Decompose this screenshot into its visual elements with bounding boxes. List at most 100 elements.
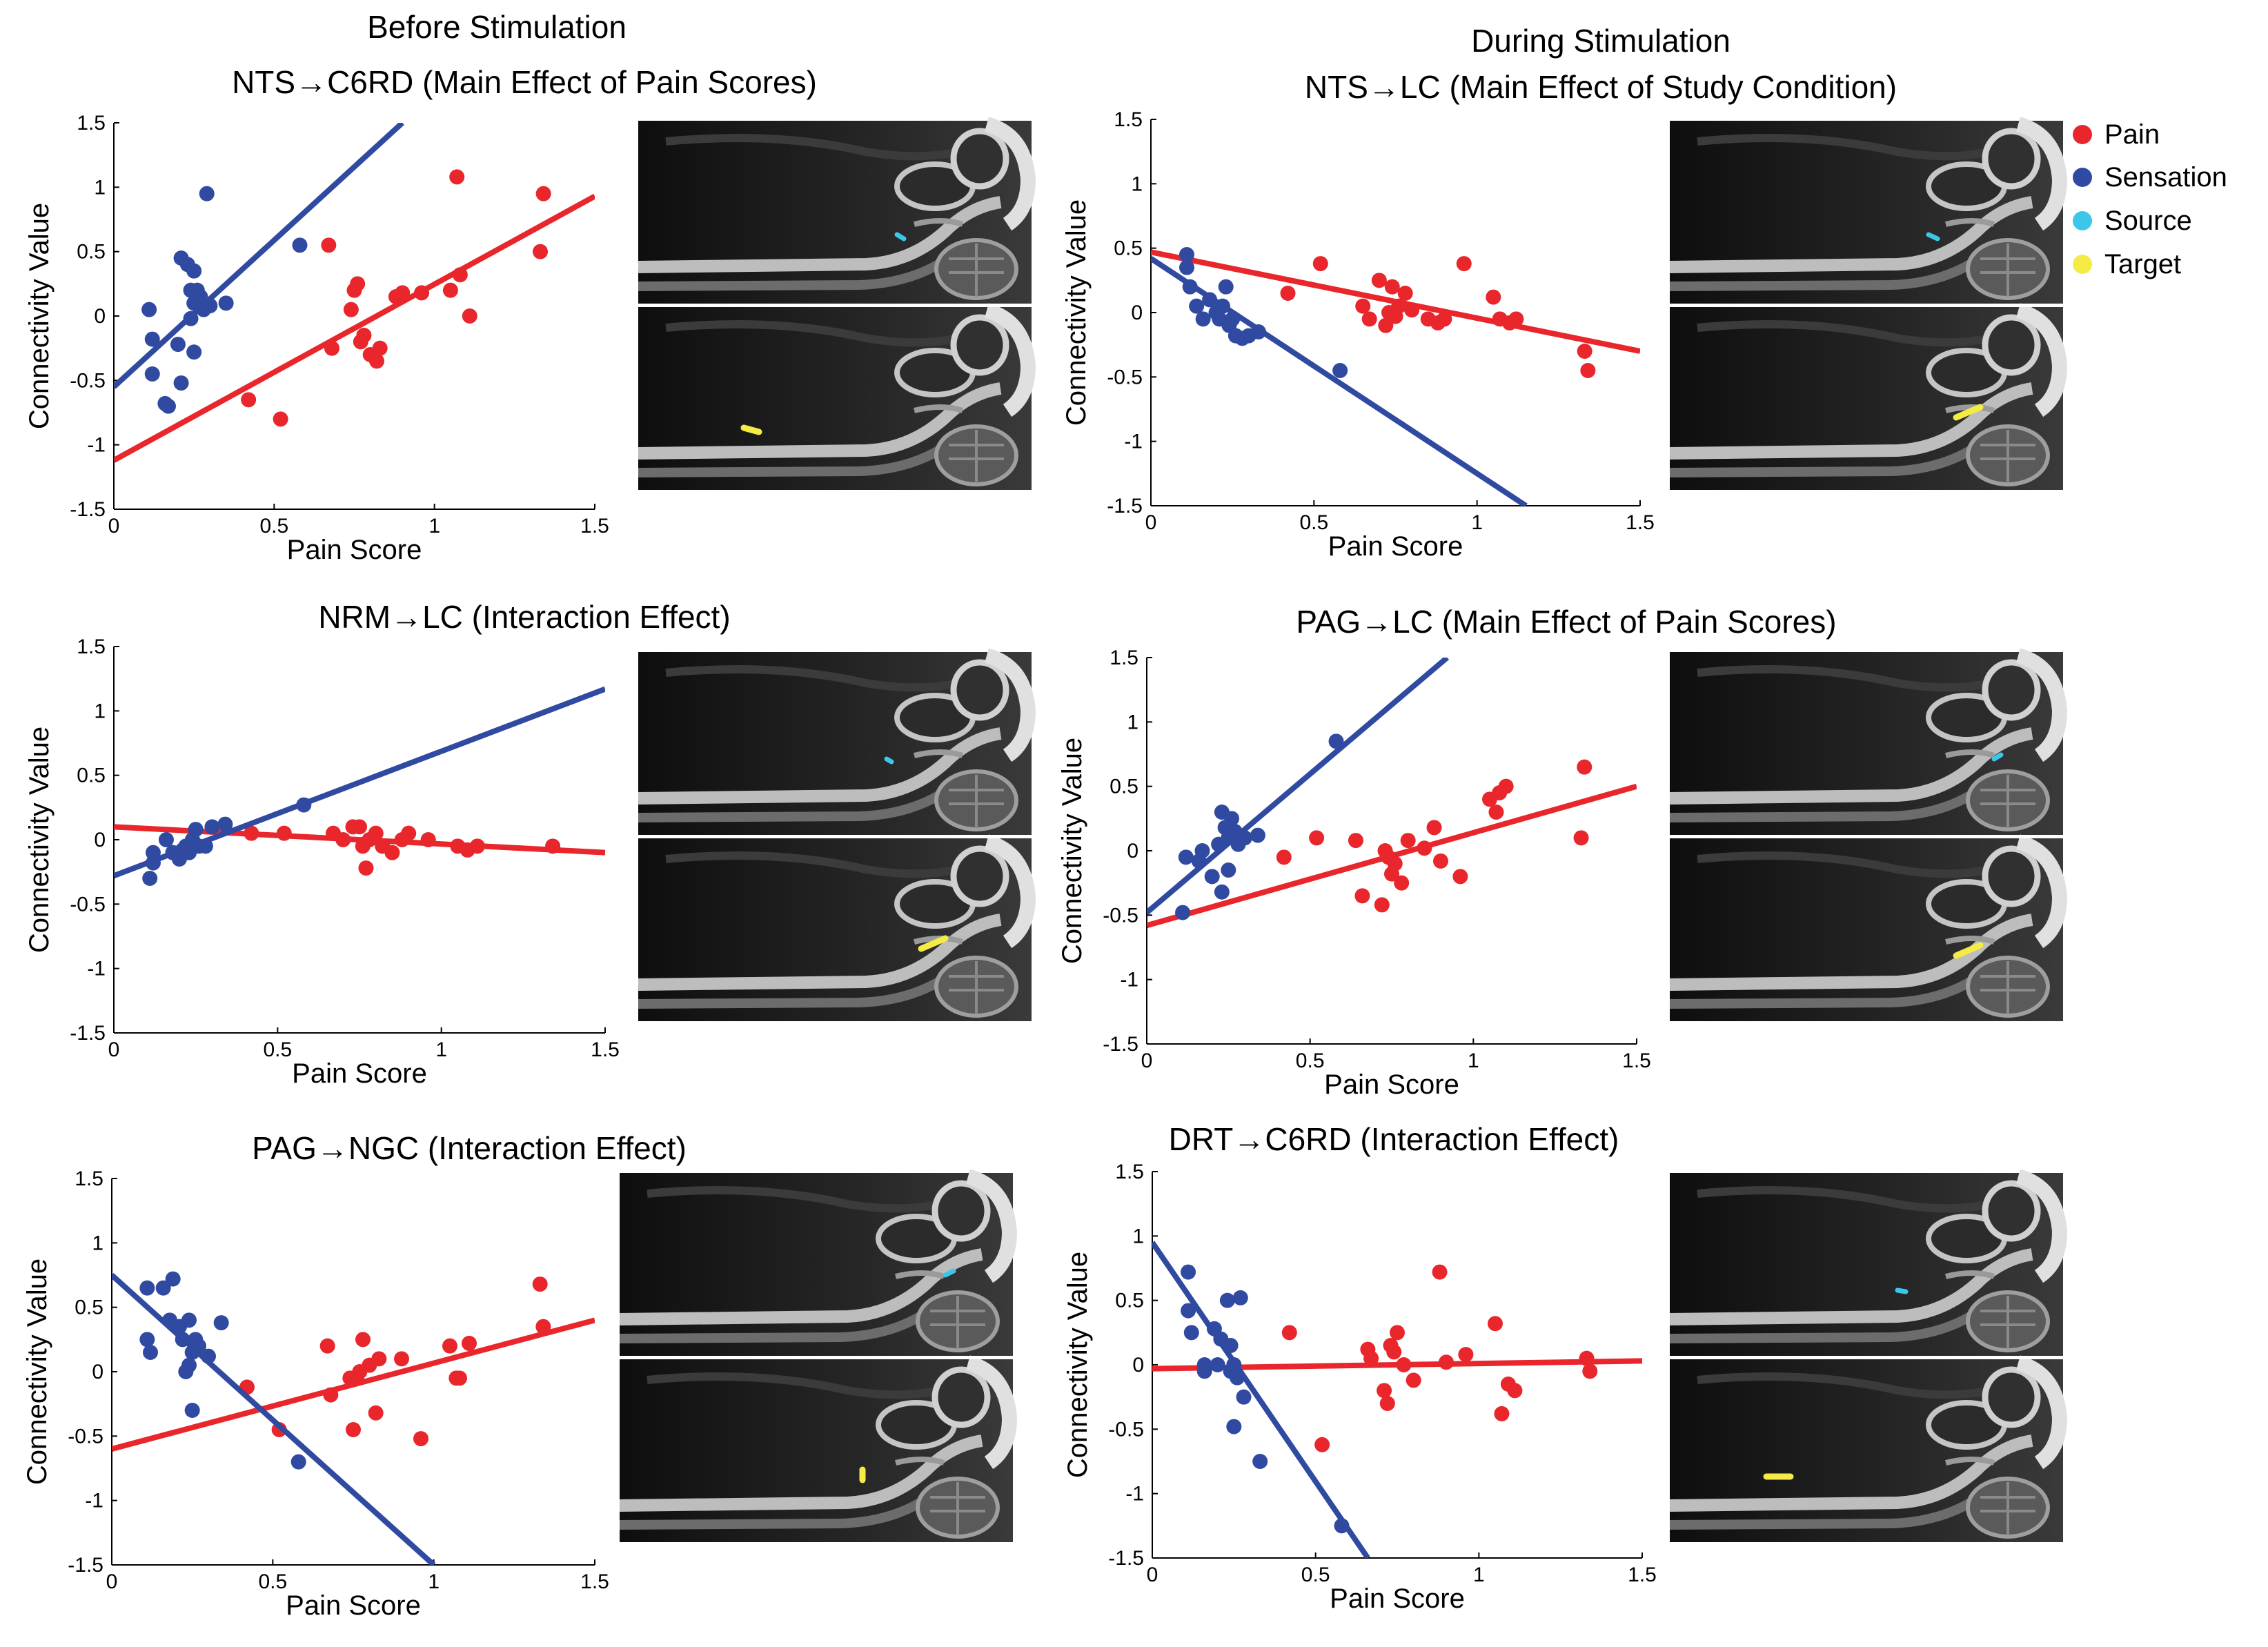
y-tick-label: -1 [87,434,106,457]
data-point [452,267,468,283]
data-point [395,285,411,301]
brain-pair-b [1670,121,2063,490]
data-point [1183,1325,1199,1341]
legend-item: Source [2073,206,2192,236]
data-point [346,1422,361,1437]
y-tick-label: -0.5 [1108,1418,1144,1441]
data-point [1507,1383,1523,1399]
data-point [1236,1389,1252,1405]
data-point [1210,1357,1225,1372]
data-point [1573,830,1589,846]
legend-label: Target [2104,249,2181,279]
data-point [1281,1325,1297,1341]
brain-pair-a [638,121,1032,490]
section-title-right: During Stimulation [1471,23,1730,59]
chart-c: NRM→LC (Interaction Effect) 0 0.5 1 1.5 1.5 1 0… [24,599,731,1089]
image-divider [638,304,1032,307]
data-point [1179,247,1194,262]
data-point [1194,843,1210,858]
section-title-left: Before Stimulation [367,9,627,45]
data-point [414,285,430,301]
data-point [1328,733,1344,749]
y-tick-label: -1.5 [70,1022,106,1045]
y-tick-label: 0.5 [1110,776,1138,798]
data-point [1355,298,1371,314]
data-point [139,1332,155,1348]
fit-line-sensation [112,1273,436,1565]
data-point [197,838,213,854]
data-point [290,1454,306,1470]
data-point [155,1280,171,1296]
brain-pair-e [620,1173,1013,1542]
legend-label: Source [2104,206,2192,236]
legend-marker [2073,255,2092,274]
data-point [1508,311,1524,327]
x-tick-label: 0 [108,1038,120,1061]
data-point [1394,875,1410,891]
y-tick-label: -1.5 [1108,1547,1144,1570]
fit-line-sensation [114,123,404,389]
y-tick-label: 0 [1131,302,1143,324]
data-point [184,1403,200,1418]
y-tick-label: -0.5 [1103,904,1138,927]
data-point [1332,363,1348,378]
data-point [186,263,202,279]
data-point [1202,292,1218,308]
data-point [160,398,176,414]
y-tick-label: -1.5 [70,498,106,521]
target-marker [918,935,949,952]
y-tick-label: 1 [94,700,106,722]
data-point [1386,1344,1402,1360]
data-point [1384,279,1400,295]
data-point [199,186,215,201]
data-point [204,819,220,835]
y-tick-label: 0.5 [77,241,106,264]
x-axis-label: Pain Score [292,1058,427,1089]
data-point [1379,1396,1395,1411]
series-sensation [114,686,605,886]
data-point [442,1338,457,1354]
data-point [324,340,339,356]
legend-marker [2073,125,2092,144]
data-point [1196,1363,1212,1379]
data-point [1361,311,1377,327]
x-tick-label: 1 [428,515,440,538]
data-point [191,1338,206,1354]
x-tick-label: 1 [1471,511,1483,534]
data-point [323,1387,339,1403]
series-pain [1147,759,1637,929]
x-tick-label: 1.5 [1622,1049,1651,1072]
brain-image-source [1670,652,2063,835]
data-point [1276,849,1292,865]
data-point [1437,311,1452,327]
data-point [1486,289,1501,305]
data-point [1577,344,1592,359]
y-tick-label: -0.5 [70,369,106,392]
brain-image-source [620,1173,1013,1356]
data-point [1390,1325,1405,1341]
data-point [1224,811,1240,827]
data-point [181,1357,197,1373]
y-tick-label: -0.5 [68,1425,103,1448]
target-marker [1953,404,1984,421]
data-point [1433,853,1448,869]
data-point [535,186,551,201]
data-point [368,825,384,841]
data-point [1374,897,1390,913]
x-tick-label: 1.5 [1626,511,1655,534]
series-pain [1151,249,1640,378]
data-point [319,1338,335,1354]
data-point [1348,833,1363,849]
data-point [1226,1357,1242,1372]
legend-marker [2073,168,2092,187]
fit-line-sensation [1147,658,1450,915]
y-tick-label: 1.5 [77,112,106,135]
data-point [1312,256,1328,272]
series-sensation [1151,247,1528,506]
data-point [368,1405,384,1421]
chart-f: DRT→C6RD (Interaction Effect) 0 0.5 1 1.5 1.5… [1063,1121,1657,1614]
data-point [394,1351,409,1367]
data-point [413,1431,428,1447]
series-pain [114,819,605,876]
data-point [356,328,372,343]
